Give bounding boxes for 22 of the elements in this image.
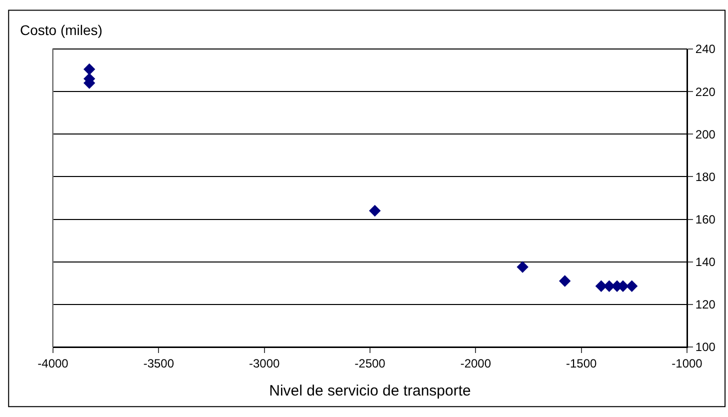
y-tick-label: 200 (695, 127, 716, 142)
y-axis-title: Costo (miles) (20, 22, 102, 38)
x-tick-label: -2000 (460, 356, 492, 370)
y-tick-label: 140 (695, 255, 716, 270)
x-tick-label: -3500 (143, 356, 174, 370)
point (559, 275, 571, 287)
x-tick-label: -3000 (248, 356, 280, 370)
x-tick-label: -4000 (38, 356, 69, 370)
y-tick-label: 180 (695, 170, 716, 184)
point (626, 280, 638, 292)
point (369, 204, 381, 217)
y-tick-label: 100 (695, 340, 716, 354)
point (516, 261, 528, 273)
y-tick-label: 120 (695, 298, 716, 312)
y-tick-label: 160 (695, 212, 716, 226)
x-tick-label: -2500 (354, 356, 386, 370)
y-tick-label: 240 (695, 42, 716, 56)
x-tick-label: -1500 (566, 356, 597, 370)
x-axis-title: Nivel de servicio de transporte (269, 382, 471, 400)
point (84, 63, 96, 76)
x-tick-label: -1000 (672, 356, 703, 370)
y-tick-label: 220 (695, 84, 716, 99)
